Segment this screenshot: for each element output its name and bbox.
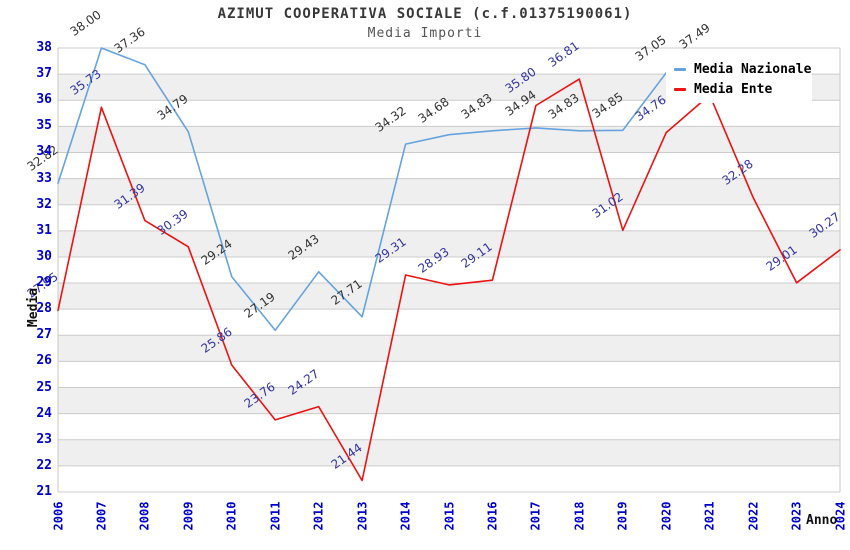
- y-tick-label: 26: [36, 353, 52, 369]
- x-tick-label: 2022: [736, 497, 770, 535]
- y-tick-label: 23: [36, 431, 52, 447]
- x-tick-label: 2010: [215, 497, 249, 535]
- band-row: [58, 335, 840, 362]
- x-axis-title: Anno: [806, 513, 838, 528]
- y-tick-label: 38: [36, 40, 52, 55]
- x-tick-label: 2017: [519, 497, 553, 535]
- x-tick-label: 2009: [171, 497, 205, 535]
- y-tick-label: 34: [36, 144, 52, 160]
- chart-subtitle: Media Importi: [367, 26, 483, 41]
- y-tick-label: 32: [36, 196, 52, 212]
- x-tick-text: 2008: [137, 501, 152, 531]
- x-tick-text: 2010: [224, 501, 239, 531]
- x-tick-label: 2019: [606, 497, 640, 535]
- y-tick-label: 24: [36, 405, 52, 421]
- y-tick-label: 29: [36, 275, 52, 291]
- band-row: [58, 178, 840, 205]
- line-swatch-icon: [674, 87, 686, 91]
- band-row: [58, 439, 840, 466]
- x-tick-text: 2020: [659, 501, 674, 531]
- y-tick-label: 33: [36, 170, 52, 186]
- chart-title: AZIMUT COOPERATIVA SOCIALE (c.f.01375190…: [217, 6, 633, 22]
- y-tick-label: 35: [36, 118, 52, 134]
- band-row: [58, 230, 840, 257]
- x-tick-label: 2020: [649, 497, 683, 535]
- x-tick-label: 2014: [389, 497, 423, 535]
- x-tick-text: 2021: [702, 501, 717, 531]
- legend: Media Nazionale Media Ente: [666, 55, 812, 103]
- y-tick-label: 30: [36, 248, 52, 264]
- x-tick-text: 2015: [442, 501, 456, 531]
- band-row: [58, 126, 840, 153]
- x-tick-label: 2012: [302, 497, 336, 535]
- x-tick-text: 2013: [355, 501, 370, 531]
- y-tick-label: 37: [36, 66, 52, 82]
- x-tick-label: 2021: [693, 497, 727, 535]
- legend-item-ente: Media Ente: [674, 81, 812, 97]
- y-tick-label: 22: [36, 457, 52, 473]
- x-tick-label: 2011: [258, 497, 292, 535]
- x-tick-label: 2008: [128, 497, 162, 535]
- x-tick-text: 2018: [572, 501, 587, 531]
- x-tick-text: 2009: [181, 501, 196, 531]
- x-tick-text: 2014: [398, 501, 413, 531]
- x-tick-label: 2015: [432, 497, 466, 535]
- x-tick-label: 2016: [475, 497, 509, 535]
- x-tick-text: 2023: [789, 501, 804, 531]
- band-row: [58, 283, 840, 310]
- legend-label: Media Ente: [694, 81, 773, 97]
- x-tick-text: 2012: [311, 501, 326, 531]
- x-tick-text: 2022: [746, 501, 761, 531]
- line-swatch-icon: [674, 67, 686, 71]
- x-tick-label: 2006: [41, 497, 75, 535]
- x-tick-text: 2016: [485, 501, 500, 531]
- y-tick-label: 28: [36, 301, 52, 317]
- y-tick-label: 31: [36, 222, 52, 238]
- x-tick-label: 2007: [84, 497, 118, 535]
- x-tick-text: 2006: [51, 501, 65, 531]
- series-line-media-nazionale: [57, 47, 711, 332]
- y-tick-label: 27: [36, 327, 52, 343]
- y-tick-label: 21: [36, 484, 52, 499]
- band-row: [58, 387, 840, 414]
- x-tick-text: 2017: [528, 501, 543, 531]
- y-axis-title: Media: [26, 287, 42, 328]
- x-tick-label: 2018: [562, 497, 596, 535]
- x-tick-label: 2013: [345, 497, 379, 535]
- y-tick-label: 36: [36, 92, 52, 108]
- legend-item-nazionale: Media Nazionale: [674, 61, 812, 77]
- y-tick-label: 25: [36, 379, 52, 395]
- x-tick-text: 2019: [615, 501, 630, 531]
- x-tick-text: 2011: [268, 501, 283, 531]
- legend-label: Media Nazionale: [694, 61, 812, 77]
- x-tick-text: 2007: [94, 501, 109, 531]
